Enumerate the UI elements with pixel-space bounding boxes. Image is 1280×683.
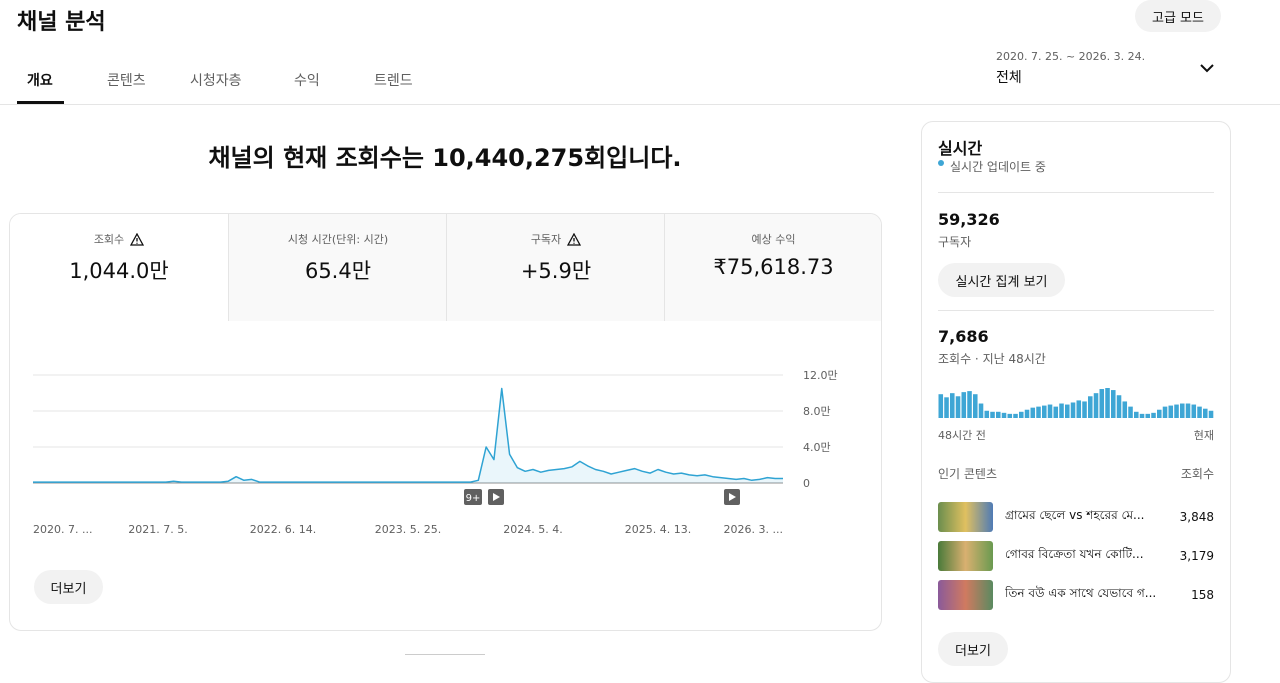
item-views: 3,848 — [1179, 510, 1214, 524]
scroll-indicator — [405, 654, 485, 655]
tab[interactable]: 트렌드 — [374, 73, 413, 89]
item-title: তিন বউ এক সাথে যেভাবে গ... — [1005, 586, 1157, 600]
subscriber-count: 59,326 — [938, 210, 1000, 229]
page-title: 채널 분석 — [17, 10, 106, 35]
subscriber-label: 구독자 — [938, 235, 972, 249]
item-views: 158 — [1191, 588, 1214, 602]
period[interactable]: 전체 — [996, 70, 1022, 86]
analytics-card: 조회수 1,044.0만 시청 시간(단위: 시간) 65.4만 구독자 +5.… — [9, 213, 882, 631]
more-button[interactable]: 더보기 — [34, 570, 103, 604]
realtime-title: 실시간 — [938, 139, 983, 158]
thumbnail — [938, 580, 993, 610]
metric-value: 65.4만 — [304, 259, 372, 283]
tab[interactable]: 수익 — [294, 73, 320, 89]
top-content-label: 인기 콘텐츠 — [938, 467, 998, 481]
tab[interactable]: 콘텐츠 — [107, 73, 146, 89]
live-dot — [938, 160, 944, 166]
thumbnail — [938, 541, 993, 571]
metric-label: 조회수 — [93, 233, 125, 246]
tab[interactable]: 개요 — [27, 73, 53, 89]
divider — [938, 310, 1214, 311]
metric-label: 예상 수익 — [751, 233, 796, 246]
metric-label: 구독자 — [530, 233, 562, 246]
divider — [938, 192, 1214, 193]
metric-value: ₹75,618.73 — [713, 255, 834, 279]
warning-icon — [567, 232, 582, 246]
metric-tab[interactable]: 예상 수익 ₹75,618.73 — [664, 214, 881, 321]
thumbnail — [938, 502, 993, 532]
metric-value: 1,044.0만 — [69, 259, 169, 283]
item-views: 3,179 — [1179, 549, 1214, 563]
top-content-item[interactable]: গোবর বিক্রেতা যখন কোটি... 3,179 — [938, 541, 1214, 571]
metric-tab[interactable]: 구독자 +5.9만 — [446, 214, 665, 321]
item-title: গোবর বিক্রেতা যখন কোটি... — [1005, 547, 1144, 561]
metric-tab[interactable]: 조회수 1,044.0만 — [10, 214, 228, 321]
views-label: 조회수 · 지난 48시간 — [938, 352, 1046, 366]
metric-label: 시청 시간(단위: 시간) — [287, 233, 389, 246]
date-range[interactable]: 2020. 7. 25. ~ 2026. 3. 24. — [996, 50, 1146, 63]
top-content-metric: 조회수 — [1180, 467, 1214, 481]
metric-value: +5.9만 — [520, 259, 592, 283]
warning-icon — [130, 232, 145, 246]
top-content-item[interactable]: তিন বউ এক সাথে যেভাবে গ... 158 — [938, 580, 1214, 610]
realtime-more-button[interactable]: 더보기 — [938, 632, 1008, 666]
live-count-button[interactable]: 실시간 집계 보기 — [938, 263, 1065, 297]
views-count: 7,686 — [938, 327, 989, 346]
dropdown-chevron[interactable] — [1198, 62, 1216, 76]
headline: 채널의 현재 조회수는 10,440,275회입니다. — [208, 144, 682, 172]
realtime-status: 실시간 업데이트 중 — [950, 160, 1046, 174]
tab[interactable]: 시청자층 — [190, 73, 242, 89]
item-title: গ্রামের ছেলে vs শহরের মে... — [1005, 508, 1145, 522]
header-divider — [0, 104, 1280, 105]
metric-tab[interactable]: 시청 시간(단위: 시간) 65.4만 — [228, 214, 447, 321]
top-content-item[interactable]: গ্রামের ছেলে vs শহরের মে... 3,848 — [938, 502, 1214, 532]
advanced-mode-button[interactable]: 고급 모드 — [1135, 0, 1221, 32]
tab-indicator — [17, 101, 64, 104]
